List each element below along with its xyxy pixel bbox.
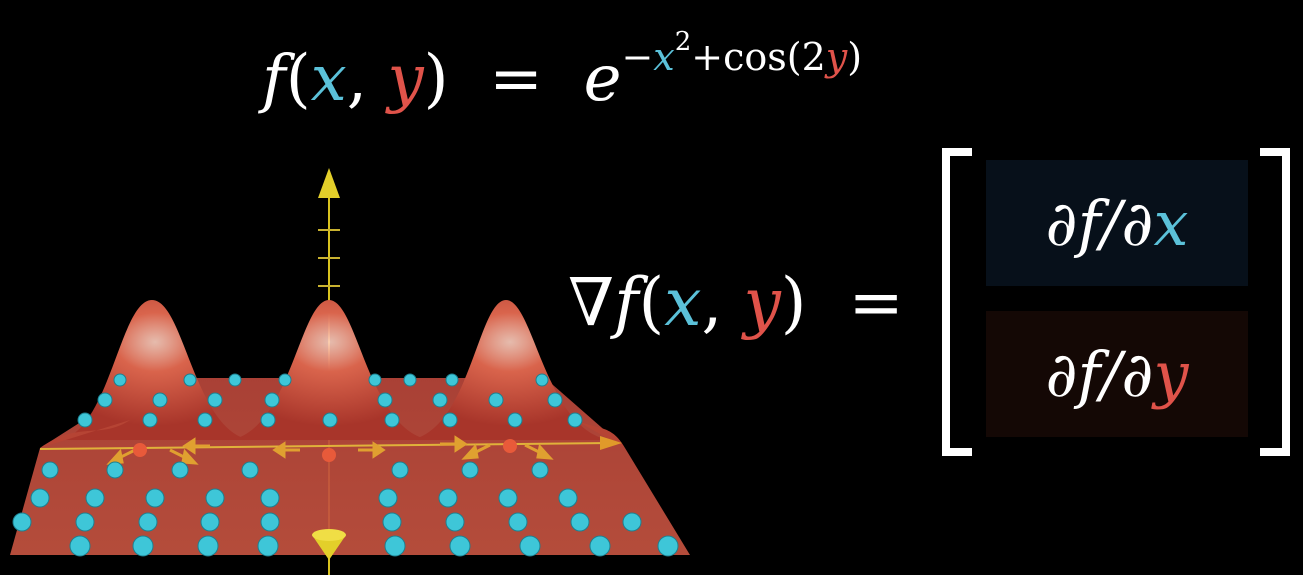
grad-lparen: ( [638,264,665,341]
exp-var-y: y [825,34,848,79]
bottom-cone-icon [312,535,346,560]
gradient-definition: ∇f(x, y) = [568,258,904,348]
nabla-symbol: ∇ [568,264,615,341]
exp-var-x: x [653,34,675,79]
rparen: ) [423,41,449,116]
partial-x-entry: ∂f/∂ x [986,160,1248,286]
x-axis-arrow-icon [600,436,622,450]
grad-var-y: y [743,264,781,341]
comma: , [346,41,368,116]
partial-y-entry: ∂f/∂ y [986,311,1248,437]
grad-comma: , [701,264,723,341]
lparen: ( [285,41,311,116]
critical-points [133,439,517,462]
gradient-arrows [106,435,554,465]
surface-plot [10,168,690,575]
grad-rparen: ) [780,264,807,341]
surface-ridge [40,420,130,448]
left-bracket [942,148,972,456]
grad-f: f [614,264,639,341]
function-definition: f(x, y) = e−x2+cos(2y) [262,6,863,116]
sample-dots [12,373,679,557]
partial-x-var: x [1153,186,1189,260]
minus-sign: − [621,34,654,79]
partial-y-prefix: ∂f/∂ [1045,337,1154,411]
exponent: −x2+cos(2y) [621,27,863,79]
equals-sign: = [489,41,543,116]
plus-cos: +cos(2 [691,34,826,79]
bottom-cone-top [312,529,346,541]
f-symbol: f [262,41,286,116]
var-y: y [387,41,424,116]
square: 2 [674,27,692,57]
partial-x-prefix: ∂f/∂ [1045,186,1154,260]
var-x: x [310,41,347,116]
grad-var-x: x [664,264,702,341]
grad-equals: = [848,264,904,341]
exp-close: ) [847,34,863,79]
right-bracket [1260,148,1290,456]
exp-base: e [583,41,622,116]
partial-y-var: y [1153,337,1189,411]
z-axis-arrow-icon [318,168,340,198]
